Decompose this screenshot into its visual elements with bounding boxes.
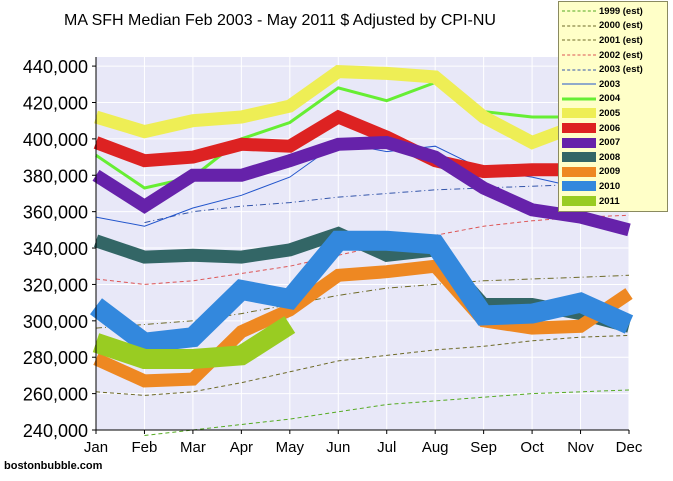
y-tick-label: 280,000 — [23, 348, 88, 368]
legend-swatch — [562, 123, 596, 134]
x-tick-label: Apr — [230, 439, 253, 456]
series-line-2006 — [93, 109, 631, 188]
legend-label: 2001 (est) — [599, 34, 643, 46]
x-tick-label: Aug — [422, 439, 449, 456]
legend-swatch — [562, 21, 596, 31]
legend-item: 2008 — [562, 150, 664, 165]
legend-swatch — [562, 65, 596, 75]
legend-swatch — [562, 108, 596, 119]
series-line-2007 — [92, 135, 631, 237]
x-tick-label: Nov — [567, 439, 594, 456]
legend-swatch — [562, 196, 596, 207]
x-tick-label: Mar — [180, 439, 206, 456]
series-layer — [89, 65, 634, 436]
legend-label: 2000 (est) — [599, 20, 643, 32]
legend-label: 2004 — [599, 93, 621, 105]
series-line-2009 — [93, 259, 633, 388]
legend-item: 2001 (est) — [562, 33, 664, 48]
y-tick-label: 360,000 — [23, 203, 88, 223]
legend-label: 2007 — [599, 137, 621, 149]
y-tick-label: 240,000 — [23, 421, 88, 441]
legend-item: 2006 — [562, 121, 664, 136]
legend-swatch — [562, 152, 596, 163]
y-tick-label: 380,000 — [23, 166, 88, 186]
legend-item: 2010 — [562, 179, 664, 194]
legend-label: 2010 — [599, 180, 621, 192]
legend-item: 1999 (est) — [562, 4, 664, 19]
series-line-2000-est — [95, 334, 630, 396]
legend-item: 2002 (est) — [562, 48, 664, 63]
y-tick-label: 300,000 — [23, 312, 88, 332]
x-tick-label: Feb — [132, 439, 158, 456]
legend-label: 2003 — [599, 78, 621, 90]
x-tick-label: Dec — [616, 439, 643, 456]
x-tick-label: Oct — [520, 439, 544, 456]
legend-swatch — [562, 137, 596, 148]
legend-item: 2011 — [562, 194, 664, 209]
chart-title: MA SFH Median Feb 2003 - May 2011 $ Adju… — [64, 12, 496, 29]
legend-item: 2004 — [562, 92, 664, 107]
series-line-1999-est — [144, 389, 630, 436]
legend-label: 1999 (est) — [599, 5, 643, 17]
legend: 1999 (est) 2000 (est) 2001 (est) 2002 (est)… — [558, 1, 668, 213]
axes-layer: 240,000 260,000 280,000 300,000 320,000 340,0… — [23, 57, 643, 456]
y-tick-label: 440,000 — [23, 57, 88, 77]
y-tick-label: 320,000 — [23, 275, 88, 295]
y-tick-label: 260,000 — [23, 385, 88, 405]
x-tick-label: May — [276, 439, 305, 456]
series-line-2005 — [94, 65, 583, 150]
y-tick-label: 400,000 — [23, 130, 88, 150]
legend-item: 2007 — [562, 135, 664, 150]
legend-item: 2000 (est) — [562, 19, 664, 34]
legend-item: 2005 — [562, 106, 664, 121]
series-line-2001-est — [95, 274, 630, 329]
series-line-2003-est — [144, 182, 630, 224]
x-tick-label: Jan — [84, 439, 108, 456]
legend-swatch — [562, 6, 596, 16]
legend-label: 2003 (est) — [599, 64, 643, 76]
legend-swatch — [562, 166, 596, 177]
source-label: bostonbubble.com — [4, 460, 103, 472]
legend-item: 2009 — [562, 165, 664, 180]
legend-label: 2006 — [599, 122, 621, 134]
legend-label: 2005 — [599, 107, 621, 119]
series-line-2010 — [89, 230, 634, 354]
legend-swatch — [562, 50, 596, 60]
legend-label: 2009 — [599, 166, 621, 178]
y-tick-label: 340,000 — [23, 239, 88, 259]
legend-swatch — [562, 35, 596, 45]
x-tick-label: Jul — [377, 439, 396, 456]
legend-label: 2008 — [599, 151, 621, 163]
legend-swatch — [562, 94, 596, 104]
legend-item: 2003 — [562, 77, 664, 92]
x-tick-label: Jun — [326, 439, 350, 456]
legend-swatch — [562, 79, 596, 89]
y-tick-label: 420,000 — [23, 93, 88, 113]
legend-item: 2003 (est) — [562, 62, 664, 77]
x-tick-label: Sep — [470, 439, 497, 456]
series-line-2011 — [92, 316, 296, 369]
legend-label: 2011 — [599, 195, 620, 207]
legend-swatch — [562, 181, 596, 192]
legend-label: 2002 (est) — [599, 49, 643, 61]
